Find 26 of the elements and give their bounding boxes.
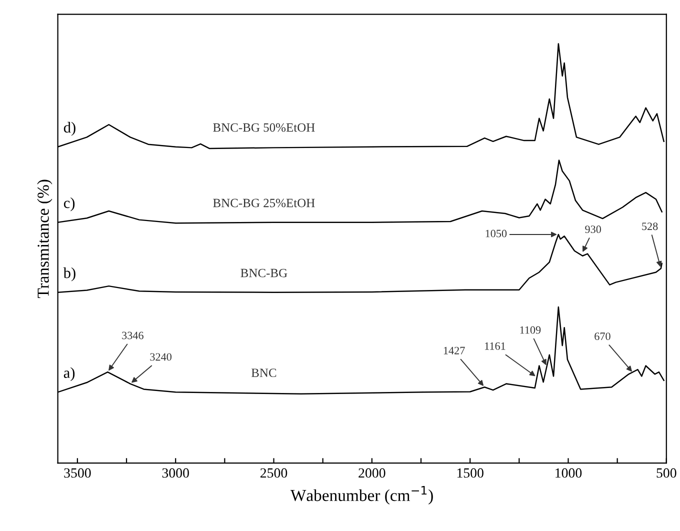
annotation: 1050 xyxy=(486,230,507,238)
y-axis-title: Transmitance (%) xyxy=(37,180,52,298)
series-label: BNC-BG xyxy=(240,268,288,278)
annotation: a) xyxy=(64,367,75,382)
series-label: BNC xyxy=(251,368,276,378)
annotation: 528 xyxy=(642,222,658,230)
annotation: d) xyxy=(64,122,76,136)
x-tick-label: 2000 xyxy=(358,468,386,478)
annotation: 1427 xyxy=(444,346,465,354)
x-tick-label: 1000 xyxy=(556,468,582,478)
annotation: 3240 xyxy=(150,353,172,361)
annotation: c) xyxy=(64,197,75,212)
x-tick-label: 500 xyxy=(656,468,676,478)
series-label: BNC-BG 50%EtOH xyxy=(213,123,315,132)
annotation: 930 xyxy=(585,226,601,234)
annotation: b) xyxy=(63,267,76,282)
x-tick-label: 3500 xyxy=(64,468,91,478)
x-axis-title: Wabenumber (cm$^{−1}$) xyxy=(290,486,433,504)
annotation: 1161 xyxy=(485,342,506,350)
annotation: 1109 xyxy=(520,326,541,334)
x-tick-label: 1500 xyxy=(457,468,484,478)
annotation: 3346 xyxy=(122,332,144,340)
x-tick-label: 2500 xyxy=(260,468,288,478)
annotation: 670 xyxy=(594,332,610,340)
x-tick-label: 3000 xyxy=(162,468,189,478)
series-label: BNC-BG 25%EtOH xyxy=(213,198,315,208)
